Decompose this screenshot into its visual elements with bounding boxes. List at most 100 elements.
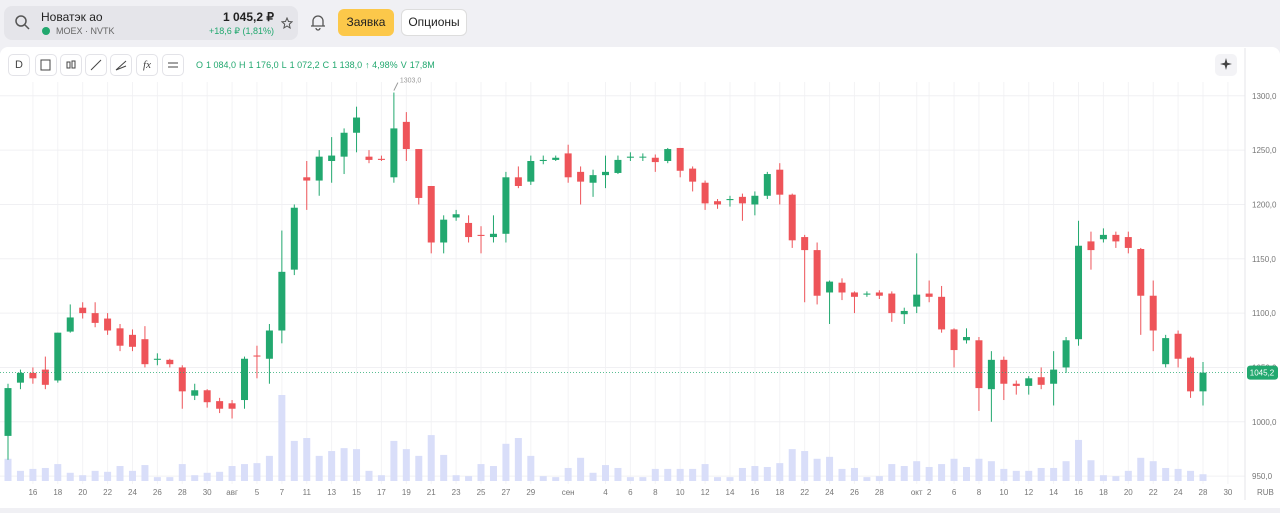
settings-button[interactable] xyxy=(162,54,184,76)
candle-body xyxy=(838,282,846,293)
candle-body xyxy=(365,156,373,160)
bell-icon[interactable] xyxy=(309,13,327,31)
candle-body xyxy=(1000,359,1008,384)
candle-body xyxy=(776,169,784,195)
x-tick-label: 12 xyxy=(701,488,710,497)
search-box[interactable]: Новатэк ао MOEX · NVTK 1 045,2 ₽ +18,6 ₽… xyxy=(4,6,298,40)
candle-body xyxy=(303,177,311,181)
volume-bar xyxy=(315,455,323,481)
tool-button[interactable] xyxy=(60,54,82,76)
volume-bar xyxy=(489,466,497,481)
x-tick-label: 7 xyxy=(280,488,285,497)
volume-bar xyxy=(925,466,933,481)
volume-bar xyxy=(651,468,659,481)
candle-body xyxy=(66,317,74,332)
volume-bar xyxy=(1149,461,1157,481)
volume-bar xyxy=(178,464,186,481)
search-icon xyxy=(15,15,30,30)
x-tick-label: 22 xyxy=(103,488,112,497)
volume-bar xyxy=(676,468,684,481)
legend-item: 17,8M xyxy=(409,60,435,70)
candle-body xyxy=(888,293,896,314)
x-tick-label: окт xyxy=(911,488,923,497)
volume-bar xyxy=(602,465,609,481)
volume-bar xyxy=(564,467,572,481)
options-button[interactable]: Опционы xyxy=(401,9,467,36)
candle-body xyxy=(1149,295,1157,331)
volume-bar xyxy=(1099,475,1107,481)
volume-bar xyxy=(216,471,224,481)
volume-bar xyxy=(689,468,697,481)
volume-bar xyxy=(265,455,273,481)
order-button[interactable]: Заявка xyxy=(338,9,394,36)
volume-bar xyxy=(1187,470,1195,481)
indicator-button[interactable]: fx xyxy=(136,54,158,76)
candle-body xyxy=(626,156,634,158)
volume-bar xyxy=(29,468,37,481)
candle-body xyxy=(128,334,136,347)
x-tick-label: 14 xyxy=(726,488,735,497)
x-tick-label: 12 xyxy=(1024,488,1033,497)
candle-body xyxy=(191,390,199,396)
tool-button[interactable] xyxy=(35,54,57,76)
legend-item: 1 084,0 xyxy=(206,60,237,70)
candle-body xyxy=(1037,377,1045,385)
x-tick-label: 4 xyxy=(603,488,608,497)
candle-body xyxy=(701,182,709,204)
volume-bar xyxy=(626,477,634,481)
candle-body xyxy=(415,149,423,198)
ticker-name: Новатэк ао xyxy=(41,10,103,24)
candle-body xyxy=(826,281,834,293)
volume-bar xyxy=(1062,461,1070,481)
x-tick-label: 26 xyxy=(850,488,859,497)
volume-bar xyxy=(776,463,784,481)
last-price-label: 1045,2 xyxy=(1250,369,1275,378)
candle-body xyxy=(1162,338,1170,365)
x-tick-label: авг xyxy=(226,488,238,497)
candle-body xyxy=(1099,234,1107,240)
volume-bar xyxy=(402,449,410,481)
candle-body xyxy=(290,207,298,270)
x-tick-label: 19 xyxy=(402,488,411,497)
candle-body xyxy=(651,157,659,163)
candle-body xyxy=(788,194,796,241)
candle-body xyxy=(153,358,161,360)
tool-button[interactable] xyxy=(85,54,107,76)
legend-item: O xyxy=(196,60,204,70)
candle-body xyxy=(639,156,647,158)
x-tick-label: 23 xyxy=(452,488,461,497)
x-tick-label: 15 xyxy=(352,488,361,497)
candle-body xyxy=(427,185,435,243)
candle-body xyxy=(726,199,734,201)
candle-body xyxy=(54,332,62,381)
star-icon[interactable] xyxy=(281,17,293,29)
candle-body xyxy=(689,168,697,182)
ai-button[interactable] xyxy=(1215,54,1237,76)
candle-body xyxy=(390,128,398,178)
volume-bar xyxy=(863,477,871,481)
candle-body xyxy=(900,310,908,315)
candle-body xyxy=(315,156,323,181)
x-tick-label: 10 xyxy=(676,488,685,497)
candle-body xyxy=(402,121,410,150)
volume-bar xyxy=(1000,468,1008,481)
x-tick-label: 8 xyxy=(653,488,658,497)
volume-bar xyxy=(427,435,435,481)
volume-bar xyxy=(813,458,821,481)
tool-button[interactable] xyxy=(110,54,132,76)
volume-bar xyxy=(141,465,149,481)
candle-body xyxy=(116,328,124,346)
volume-bar xyxy=(751,466,759,481)
interval-button[interactable]: D xyxy=(8,54,30,76)
candle-body xyxy=(1012,383,1020,386)
x-tick-label: 21 xyxy=(427,488,436,497)
legend-item: ↑ 4,98% xyxy=(365,60,398,70)
candle-body xyxy=(178,367,186,392)
volume-bar xyxy=(1124,470,1132,481)
legend-item: V xyxy=(400,60,407,70)
candle-body xyxy=(664,149,672,161)
volume-bar xyxy=(16,470,24,481)
volume-bar xyxy=(1050,467,1058,481)
chart-panel: 16 18 20 22 24 26 28 30 авг 5 7 11 13 15 17 19 21 23 25 27 2… xyxy=(0,47,1280,508)
